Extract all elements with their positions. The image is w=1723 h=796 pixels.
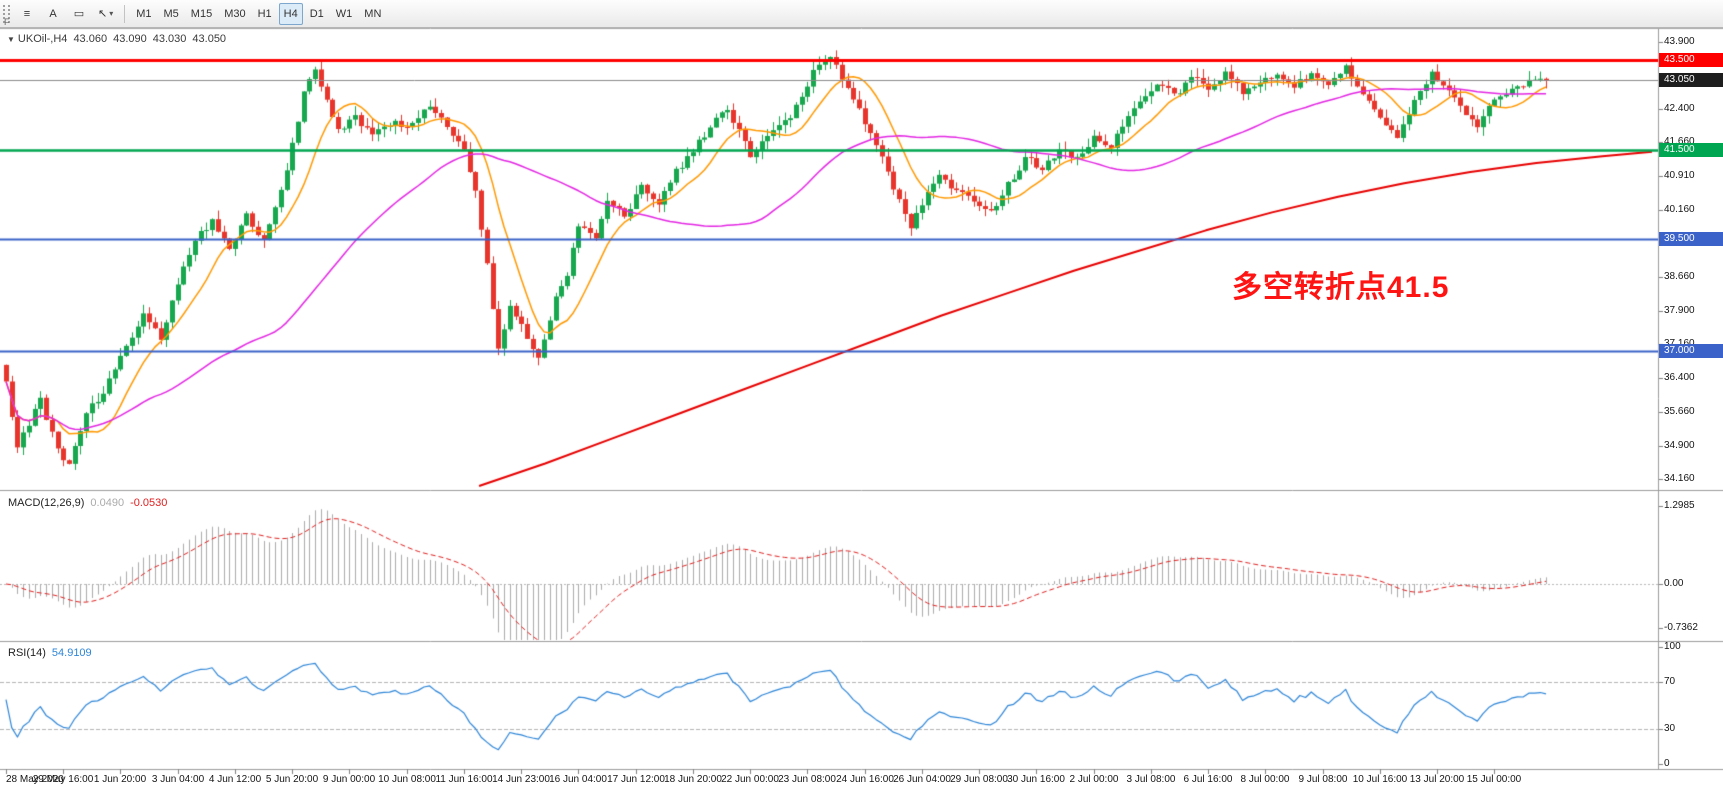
shape-tool-icon: ▭: [73, 7, 85, 20]
timeframe-m15-button[interactable]: M15: [186, 3, 217, 25]
timeframe-mn-button[interactable]: MN: [359, 3, 386, 25]
toolbar-drag-handle[interactable]: [3, 4, 10, 23]
cursor-tool-button[interactable]: ↖ ▾: [93, 2, 118, 24]
chart-list-icon: ≡: [23, 7, 31, 20]
chevron-down-icon: ▾: [109, 8, 114, 18]
toolbar: ≡ A ▭ ↖ ▾ M1 M5 M15 M30 H1 H4 D1 W1 MN F: [0, 0, 1723, 28]
timeframe-d1-button[interactable]: D1: [305, 3, 329, 25]
text-annotation-icon: A: [49, 7, 57, 20]
chart-list-button[interactable]: ≡: [15, 3, 39, 25]
timeframe-m30-button[interactable]: M30: [219, 3, 250, 25]
cursor-tool-icon: ↖: [98, 7, 108, 20]
timeframe-m5-button[interactable]: M5: [159, 3, 184, 25]
partial-icon-f: F: [4, 17, 10, 27]
timeframe-m1-button[interactable]: M1: [131, 3, 156, 25]
toolbar-separator: [124, 4, 126, 23]
chart-collapse-toggle-icon[interactable]: ▼: [7, 35, 15, 44]
shape-tool-button[interactable]: ▭: [67, 2, 91, 24]
toolbar-tools: ≡ A ▭ ↖ ▾: [14, 2, 119, 25]
text-annotation-button[interactable]: A: [41, 3, 65, 25]
timeframe-button-group: M1 M5 M15 M30 H1 H4 D1 W1 MN: [130, 2, 387, 25]
timeframe-h4-button[interactable]: H4: [278, 2, 303, 25]
timeframe-h1-button[interactable]: H1: [253, 3, 277, 25]
timeframe-w1-button[interactable]: W1: [331, 3, 358, 25]
